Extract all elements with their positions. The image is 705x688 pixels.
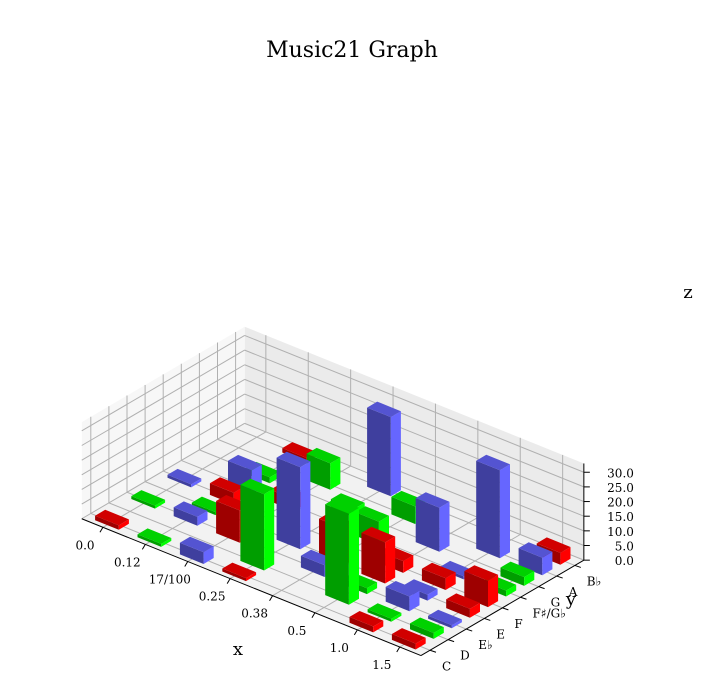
bar [361, 526, 396, 584]
y-tick-mark [502, 607, 509, 611]
bar [137, 528, 172, 547]
bar [276, 451, 311, 550]
y-tick-label: A [568, 585, 578, 599]
y-tick-label: F [514, 617, 522, 631]
bar [518, 542, 553, 576]
x-tick-label: 1.0 [330, 641, 349, 655]
bar [240, 478, 275, 571]
x-tick-label: 0.38 [241, 607, 268, 621]
y-tick-mark [538, 586, 545, 590]
x-tick-mark [311, 612, 316, 619]
grid-line [244, 408, 585, 546]
y-tick-mark [556, 575, 563, 579]
x-tick-label: 17/100 [149, 573, 191, 587]
bar [325, 498, 359, 605]
x-tick-label: 0.25 [199, 590, 226, 604]
z-tick-label: 5.0 [615, 540, 634, 554]
bar [476, 454, 510, 559]
y-tick-label: C [442, 659, 451, 673]
z-tick-label: 30.0 [607, 466, 634, 480]
y-tick-mark [484, 617, 491, 621]
z-tick-label: 10.0 [607, 525, 634, 539]
y-tick-label: E♭ [478, 638, 492, 652]
x-tick-mark [226, 578, 231, 584]
x-tick-label: 0.5 [287, 624, 306, 638]
x-tick-mark [269, 595, 273, 601]
grid-line [244, 378, 585, 517]
z-tick-label: 20.0 [607, 496, 634, 510]
grid-line [244, 364, 585, 503]
x-tick-label: 1.5 [372, 658, 391, 672]
grid-line [244, 349, 585, 488]
axis-lines [81, 463, 590, 657]
bar [367, 603, 402, 622]
y-tick-mark [466, 628, 473, 632]
grid-line [244, 393, 585, 532]
y-tick-mark [429, 649, 437, 653]
bar [385, 581, 420, 612]
x-tick-label: 0.12 [114, 555, 141, 569]
bar [95, 509, 129, 530]
y-tick-mark [520, 596, 527, 600]
bar [464, 565, 499, 608]
x-tick-mark [184, 561, 189, 567]
bar [167, 468, 202, 488]
y-tick-label: E [496, 628, 505, 642]
bar [179, 536, 214, 564]
bar [349, 611, 384, 633]
bar [500, 561, 535, 586]
bar [421, 562, 456, 590]
bar [428, 609, 462, 629]
y-tick-mark [447, 639, 455, 643]
grid-line [244, 334, 585, 473]
x-tick-mark [396, 646, 401, 653]
bar [415, 492, 450, 552]
bar [446, 593, 480, 618]
x-tick-mark [141, 544, 146, 550]
bar [131, 490, 166, 509]
bar [306, 447, 341, 490]
x-axis-label: x [233, 639, 243, 660]
x-tick-label: 0.0 [75, 538, 94, 552]
z-tick-label: 15.0 [607, 510, 634, 524]
x-tick-mark [353, 629, 358, 636]
y-tick-label: B♭ [587, 575, 601, 589]
y-tick-label: D [460, 649, 470, 663]
x-axis-line [81, 518, 422, 657]
tick-labels: 0.0 0.12 17/100 0.25 0.38 0.5 1.0 1.5 CD E♭ EF F♯/G… [75, 466, 633, 673]
bar [173, 501, 208, 526]
y-tick-label: G [551, 596, 561, 610]
chart-title: Music21 Graph [266, 38, 438, 63]
z-axis-label: z [683, 282, 692, 303]
z-tick-label: 25.0 [607, 481, 634, 495]
x-tick-mark [99, 527, 104, 533]
bar [410, 617, 444, 639]
bar [391, 628, 426, 650]
y-tick-mark [574, 564, 581, 568]
y-axis-label: y [565, 589, 577, 610]
y-tick-label: F♯/G♭ [533, 606, 566, 620]
z-tick-label: 0.0 [615, 554, 634, 568]
bar [367, 401, 401, 497]
bars [95, 401, 571, 650]
bar [222, 562, 257, 582]
